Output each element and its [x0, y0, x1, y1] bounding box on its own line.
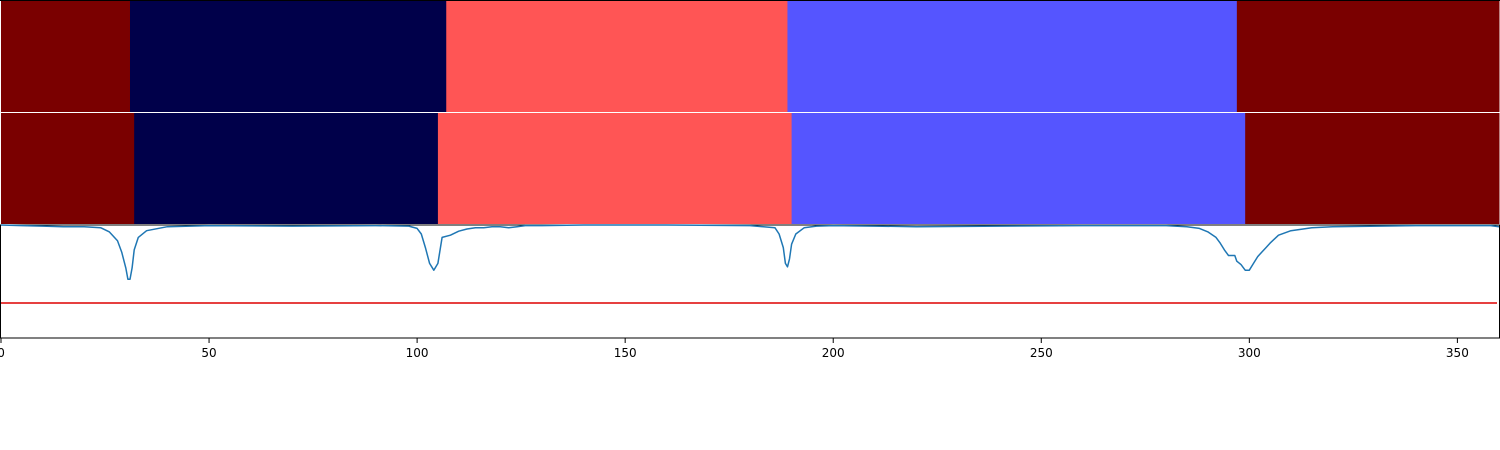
x-tick-label-50: 50	[201, 346, 216, 360]
strip-1	[1, 1, 1500, 112]
x-tick-label-350: 350	[1446, 346, 1469, 360]
strip-1-segment-3	[446, 1, 788, 112]
strip-1-segment-2	[129, 1, 447, 112]
strip-2-segment-2	[134, 113, 439, 224]
series-line	[0, 224, 1500, 280]
x-tick-label-150: 150	[614, 346, 637, 360]
strip-1-segment-5	[1236, 1, 1500, 112]
segmentation-strips	[0, 0, 1500, 224]
strip-2	[1, 113, 1500, 224]
x-tick-label-300: 300	[1238, 346, 1261, 360]
x-tick-label-0: 0	[0, 346, 5, 360]
line-panel	[0, 224, 1500, 339]
strip-2-segment-3	[437, 113, 793, 224]
x-tick-label-200: 200	[822, 346, 845, 360]
x-tick-label-250: 250	[1030, 346, 1053, 360]
x-axis: 0 50 100 150 200 250 300 350	[0, 338, 1469, 360]
strip-2-segment-4	[791, 113, 1246, 224]
strip-1-segment-4	[787, 1, 1238, 112]
x-tick-label-100: 100	[406, 346, 429, 360]
strip-1-segment-1	[1, 1, 131, 112]
strip-2-segment-5	[1245, 113, 1500, 224]
strip-2-segment-1	[1, 113, 135, 224]
line-panel-background	[0, 224, 1500, 339]
